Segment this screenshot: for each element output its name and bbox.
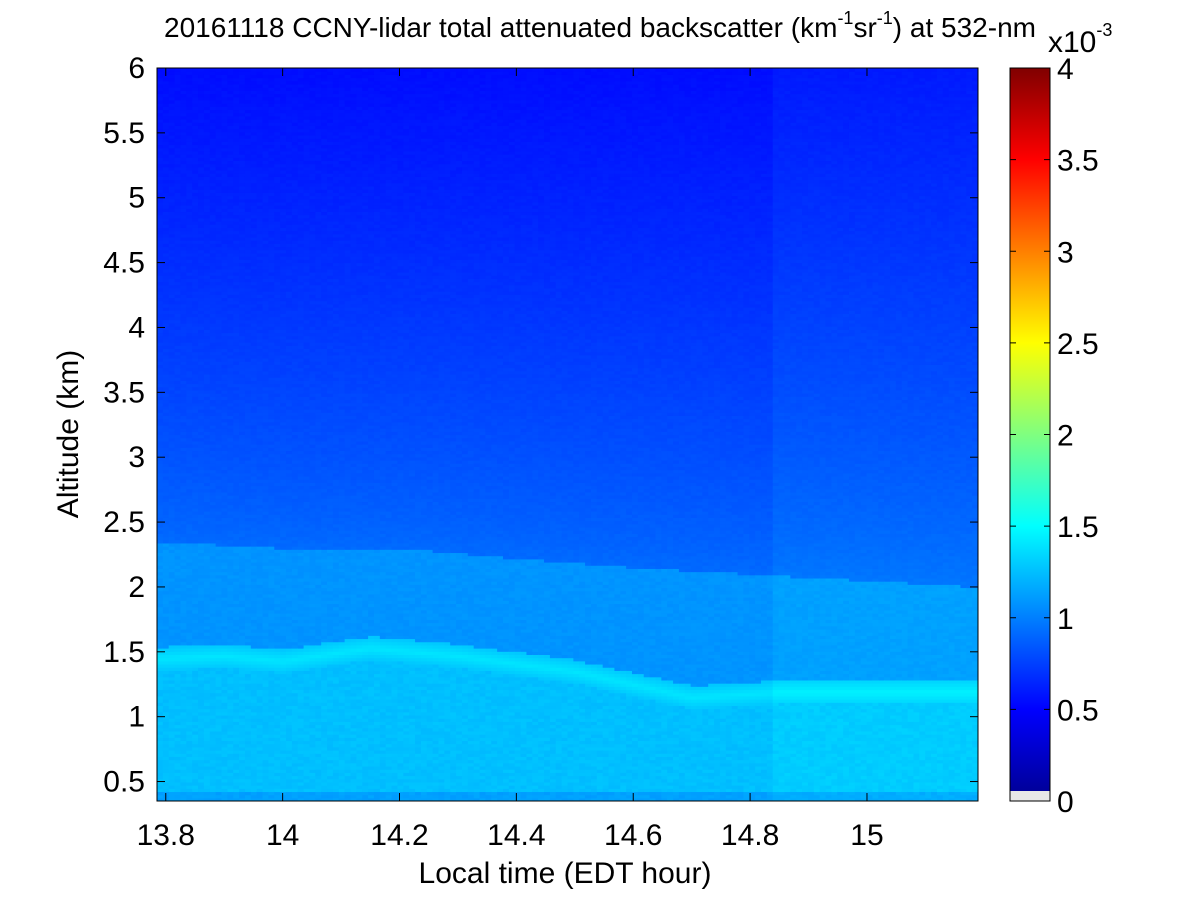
heatmap-cell [227,68,233,72]
heatmap-cell [257,68,263,72]
heatmap-cell [251,68,257,72]
heatmap-cell [239,68,245,72]
heatmap-cell [216,68,222,72]
heatmap-cell [198,68,204,72]
heatmap-cell [186,68,192,72]
heatmap-cell [204,68,210,72]
heatmap-cell [192,68,198,72]
heatmap-cell [175,68,181,72]
heatmap-cell [210,68,216,72]
heatmap-cell [180,68,186,72]
heatmap-cell [233,68,239,72]
heatmap-cell [157,68,163,72]
heatmap-cell [245,68,251,72]
heatmap-cell [169,68,175,72]
heatmap-cell [222,68,228,72]
backscatter-heatmap [157,68,979,802]
